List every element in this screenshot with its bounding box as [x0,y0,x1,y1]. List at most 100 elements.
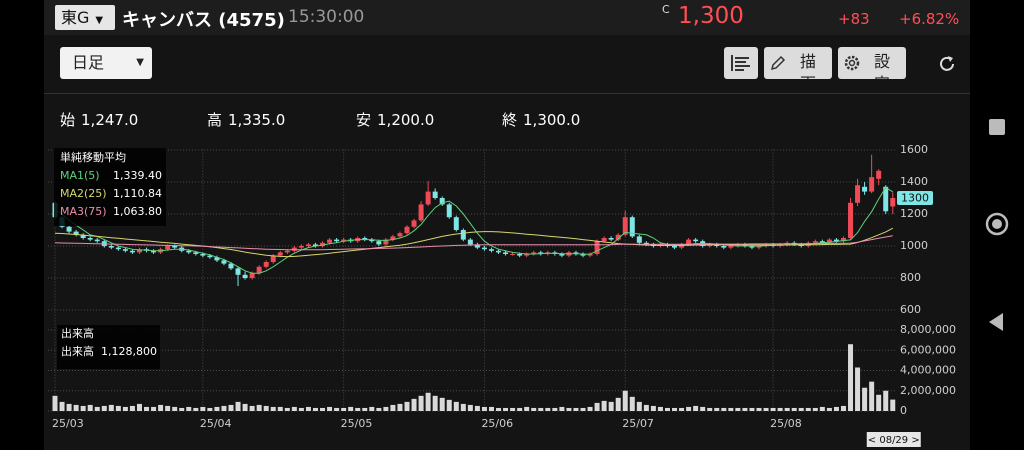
ohlc-label: 安 [356,111,372,129]
volume-bar [848,344,854,411]
volume-bar [601,400,607,411]
volume-bar [833,406,839,411]
candle-body [327,239,333,243]
draw-button[interactable]: 描画 [764,47,832,79]
candle-body [235,268,241,275]
volume-bar [467,404,473,411]
candle-body [80,234,86,238]
volume-bar [369,406,375,411]
volume-bar [179,407,185,411]
ohlc-value: 1,200.0 [377,111,435,129]
volume-bar [115,405,121,411]
volume-bar [552,407,558,411]
volume-bar [510,407,516,411]
volume-bar [819,406,825,411]
volume-bar [404,401,410,411]
candle-body [840,238,846,242]
volume-bar [411,398,417,411]
volume-bar [503,407,509,411]
ohlc-item: 安 1,200.0 [356,109,434,130]
candle-body [172,246,178,248]
candle-body [833,239,839,242]
candle-body [721,246,727,248]
candle-body [115,247,121,250]
legend-title: 出来高 [61,326,94,340]
y-tick-label: 4,000,000 [900,364,956,377]
volume-bar [186,406,192,411]
candle-body [615,234,621,240]
candle-body [108,246,114,248]
candle-body [848,202,854,238]
period-select[interactable]: 日足 ▼ [60,47,152,79]
home-button[interactable] [985,212,1009,236]
volume-bar [425,392,431,411]
candle-body [756,246,762,248]
ma-line [54,186,894,274]
ohlc-item: 始 1,247.0 [60,109,138,130]
volume-bar [144,406,150,411]
volume-bar [869,381,875,411]
candle-body [165,246,171,250]
volume-bar [348,406,354,411]
volume-bar [608,401,614,411]
recent-apps-button[interactable] [989,119,1005,135]
volume-bar [298,407,304,411]
volume-bar [742,407,748,411]
legend-value: 1,339.40 [113,169,162,182]
volume-bar [763,407,769,411]
settings-button[interactable]: 設定 [838,47,906,79]
candle-body [474,244,480,248]
candle-body [679,244,685,248]
volume-bar [714,407,720,411]
candle-body [672,246,678,248]
candle-body [425,191,431,205]
volume-bar [122,406,128,411]
candle-body [643,242,649,245]
stock-name: キャンバス (4575) [122,10,285,31]
volume-bar [334,407,340,411]
change: +83 [838,10,870,28]
x-tick-label: 25/04 [200,417,232,430]
cursor-label-box [866,432,921,447]
refresh-button[interactable] [936,53,958,75]
y-tick-label: 1200 [900,207,928,220]
volume-bar [108,404,114,411]
volume-bar [59,401,65,411]
legend-value: 1,110.84 [113,187,162,200]
candle-body [383,239,389,245]
candle-body [580,254,586,256]
volume-bar [883,390,889,411]
x-tick-label: 25/03 [52,417,84,430]
candle-body [481,247,487,250]
volume-bar [876,394,882,411]
candle-body [594,241,600,254]
x-tick-label: 25/05 [341,417,373,430]
candle-body [453,217,459,230]
ohlc-label: 終 [502,111,518,129]
market-select[interactable]: 東G ▼ [55,5,115,30]
volume-bar [397,403,403,411]
volume-bar [580,407,586,411]
candle-body [622,217,628,235]
candle-body [432,191,438,198]
candle-body [291,247,297,251]
candle-body [376,241,382,245]
candle-body [819,241,825,243]
volume-bar [728,407,734,411]
volume-bar [291,406,297,411]
price-tag-label: 1300 [901,192,929,205]
volume-bar [362,407,368,411]
volume-bar [235,401,241,411]
indicator-button[interactable] [724,47,758,79]
back-button[interactable] [989,313,1003,331]
legend-entry: 出来高 [61,344,94,358]
ohlc-value: 1,335.0 [228,111,286,129]
volume-bar [481,406,487,411]
candle-body [538,252,544,254]
candle-body [418,204,424,221]
candle-body [728,246,734,248]
volume-bar [672,407,678,411]
candle-body [608,238,614,240]
volume-bar [840,405,846,411]
